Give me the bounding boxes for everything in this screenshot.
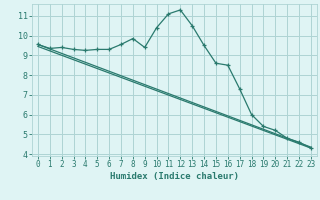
- X-axis label: Humidex (Indice chaleur): Humidex (Indice chaleur): [110, 172, 239, 181]
